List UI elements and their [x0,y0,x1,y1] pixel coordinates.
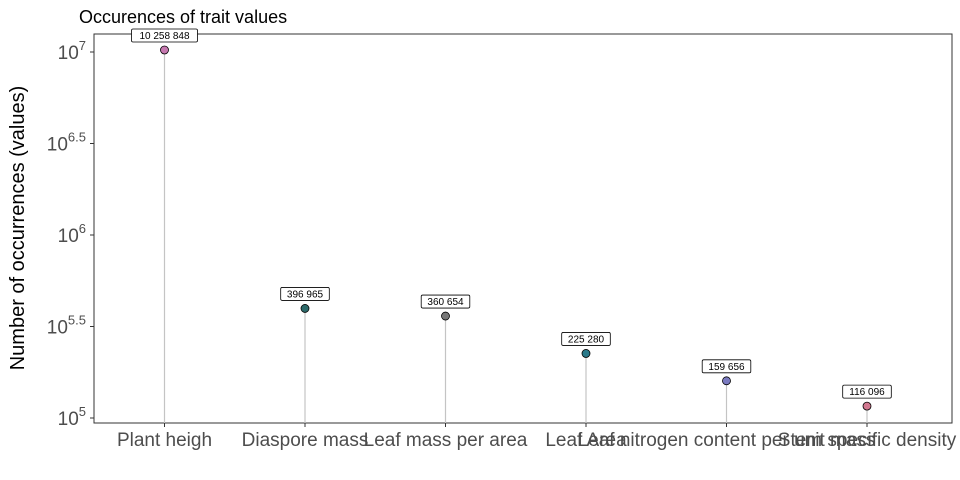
data-label-box [131,28,198,43]
plot-panel [93,33,953,424]
y-tick-exponent: 6.5 [68,130,86,145]
y-tick-label: 105.5 [47,313,86,339]
x-tick-label: Leaf mass per area [364,430,528,451]
y-tick-exponent: 5 [79,404,86,419]
data-point [722,376,731,386]
y-tick-exponent: 5.5 [68,313,86,328]
data-point [300,304,310,313]
data-label-box [701,359,752,374]
y-tick-base: 10 [58,226,79,247]
y-tick-base: 10 [58,409,79,430]
y-tick-label: 106 [58,221,86,247]
data-label: 116 096 [849,387,885,398]
y-tick-base: 10 [47,135,68,156]
data-label-box [420,294,471,309]
y-axis-title: Number of occurrences (values) [7,86,29,371]
data-point [441,311,450,321]
chart-title: Occurences of trait values [79,7,287,27]
y-tick-base: 10 [47,318,68,339]
data-point [581,349,591,358]
data-label: 10 258 848 [139,31,189,42]
data-label: 225 280 [568,334,605,345]
data-label: 396 965 [287,289,324,300]
data-label: 360 654 [427,297,464,308]
y-tick-label: 106.5 [47,130,86,156]
y-tick-exponent: 6 [79,221,86,236]
data-label-box [842,384,892,399]
x-tick-label: Leaf nitrogen content per unit mass [578,430,876,451]
x-tick-label: Leaf Area [545,430,627,451]
y-tick-exponent: 7 [79,38,86,53]
data-point [862,401,872,411]
data-point [160,45,169,55]
x-tick-label: Plant heigh [117,430,212,451]
y-tick-base: 10 [58,43,79,64]
data-label: 159 656 [708,362,745,373]
data-label-box [280,287,330,301]
y-tick-label: 107 [58,38,86,64]
x-tick-label: Stem specific density [778,430,957,451]
data-label-box [561,332,611,346]
y-tick-label: 105 [58,404,86,430]
x-tick-label: Diaspore mass [242,430,369,451]
